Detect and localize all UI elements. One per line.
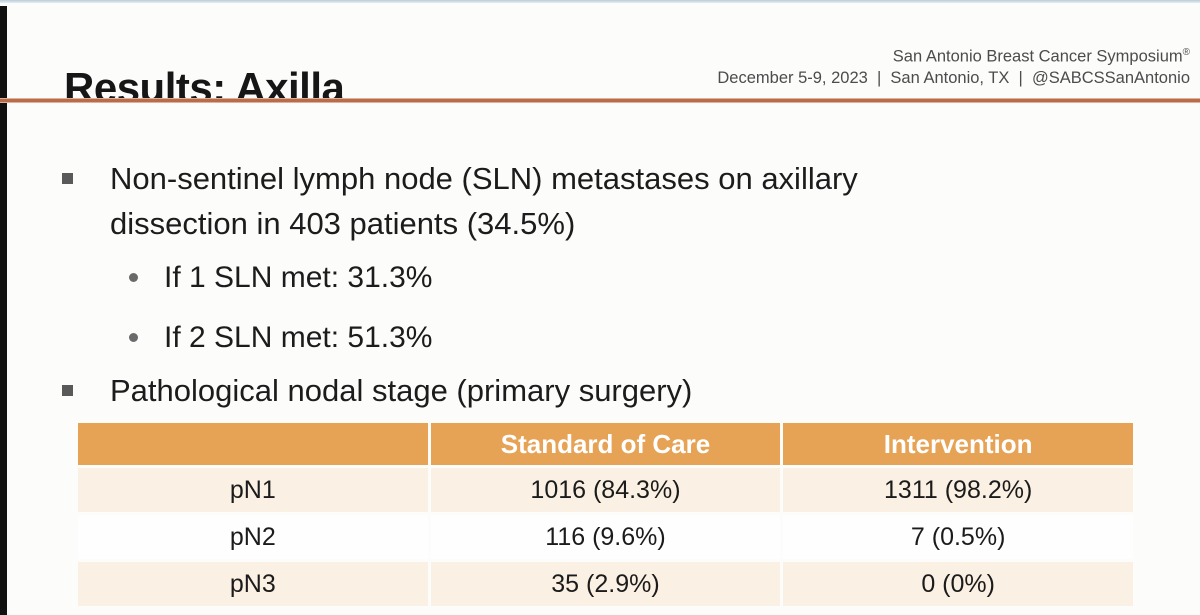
table-column-header: Intervention	[783, 423, 1133, 465]
sub-bullet-1-sln: If 1 SLN met: 31.3%	[129, 258, 432, 298]
conference-header: San Antonio Breast Cancer Symposium® Dec…	[717, 42, 1190, 89]
row-value: 7 (0.5%)	[783, 515, 1133, 559]
bullet-item-pathological-stage: Pathological nodal stage (primary surger…	[62, 368, 1002, 413]
registered-trademark: ®	[1182, 47, 1190, 58]
bullet-text: Non-sentinel lymph node (SLN) metastases…	[110, 161, 858, 241]
sub-bullet-text: If 1 SLN met: 31.3%	[164, 261, 433, 294]
conference-details: December 5-9, 2023 | San Antonio, TX | @…	[717, 68, 1190, 87]
round-bullet-icon	[129, 273, 138, 282]
table-column-header	[78, 423, 428, 465]
sub-bullet-2-sln: If 2 SLN met: 51.3%	[129, 318, 432, 358]
table-body: pN1 1016 (84.3%) 1311 (98.2%) pN2 116 (9.6%)…	[78, 468, 1133, 606]
title-divider-line	[0, 99, 1200, 102]
row-label: pN3	[78, 562, 428, 606]
table-row: pN2 116 (9.6%) 7 (0.5%)	[78, 515, 1133, 559]
bullet-text: Pathological nodal stage (primary surger…	[110, 373, 693, 408]
window-left-edge	[0, 6, 7, 615]
conference-name: San Antonio Breast Cancer Symposium®	[717, 42, 1190, 68]
page-title: Results: Axilla	[64, 64, 345, 112]
row-label: pN1	[78, 468, 428, 512]
table-column-header: Standard of Care	[430, 423, 781, 465]
row-value: 35 (2.9%)	[430, 562, 781, 606]
row-value: 116 (9.6%)	[430, 515, 781, 559]
row-value: 1311 (98.2%)	[783, 468, 1133, 512]
row-label: pN2	[78, 515, 428, 559]
row-value: 0 (0%)	[783, 562, 1133, 606]
table-row: pN1 1016 (84.3%) 1311 (98.2%)	[78, 468, 1133, 512]
sub-bullet-text: If 2 SLN met: 51.3%	[164, 321, 433, 354]
square-bullet-icon	[62, 385, 73, 396]
round-bullet-icon	[129, 333, 138, 342]
conference-name-text: San Antonio Breast Cancer Symposium	[892, 47, 1183, 66]
table-row: pN3 35 (2.9%) 0 (0%)	[78, 562, 1133, 606]
nodal-stage-table: Standard of Care Intervention pN1 1016 (84…	[75, 420, 1136, 609]
table-head-row: Standard of Care Intervention	[78, 423, 1133, 465]
square-bullet-icon	[62, 173, 73, 184]
window-top-edge	[0, 0, 1200, 3]
bullet-item-sln-metastases: Non-sentinel lymph node (SLN) metastases…	[62, 156, 1002, 246]
row-value: 1016 (84.3%)	[430, 468, 781, 512]
